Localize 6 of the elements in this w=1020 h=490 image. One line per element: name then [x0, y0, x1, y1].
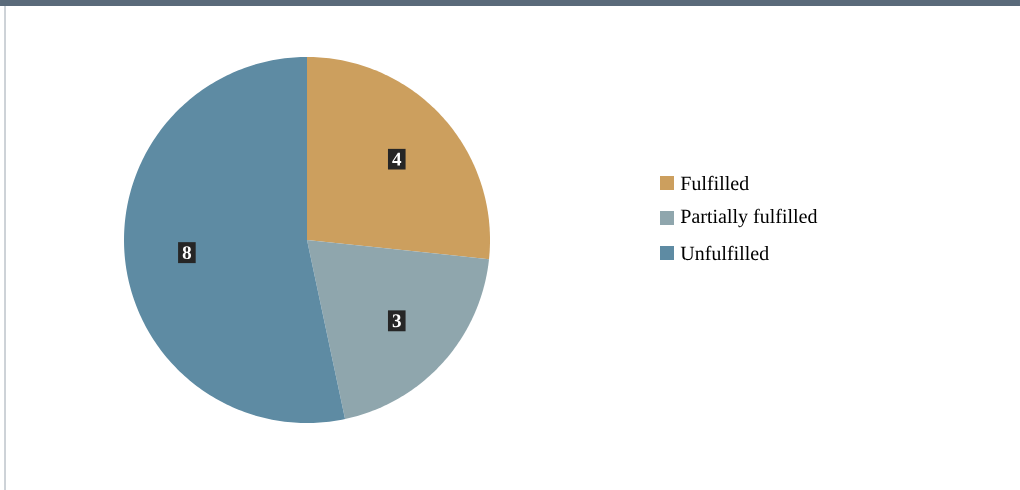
data-label: 3	[392, 314, 401, 328]
data-label: 4	[392, 152, 402, 166]
legend-label: Unfulfilled	[680, 245, 769, 261]
legend-label: Fulfilled	[680, 175, 749, 191]
data-label: 8	[182, 246, 192, 260]
legend-label: Partially fulfilled	[680, 208, 818, 228]
